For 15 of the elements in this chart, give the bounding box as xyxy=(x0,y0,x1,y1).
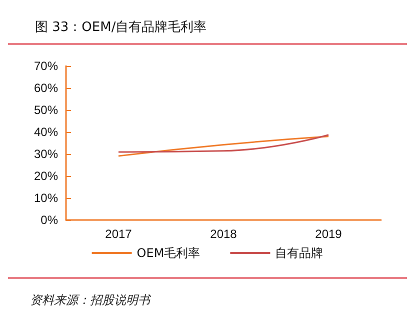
y-tick-label: 10% xyxy=(34,191,58,205)
y-tick-label: 0% xyxy=(40,213,58,227)
y-tick-label: 50% xyxy=(34,103,58,117)
y-tick-label: 30% xyxy=(34,147,58,161)
legend-label: 自有品牌 xyxy=(275,246,324,260)
y-tick-label: 40% xyxy=(34,125,58,139)
y-tick-label: 70% xyxy=(34,59,58,73)
y-tick-label: 20% xyxy=(34,169,58,183)
y-tick-label: 60% xyxy=(34,81,58,95)
legend-label: OEM毛利率 xyxy=(136,246,200,260)
chart-title: 图 33：OEM/自有品牌毛利率 xyxy=(35,19,207,35)
x-tick-label: 2019 xyxy=(315,227,342,241)
x-tick-label: 2017 xyxy=(105,227,132,241)
text: 资料来源：招股说明书 xyxy=(30,293,152,307)
x-tick-label: 2018 xyxy=(210,227,238,241)
